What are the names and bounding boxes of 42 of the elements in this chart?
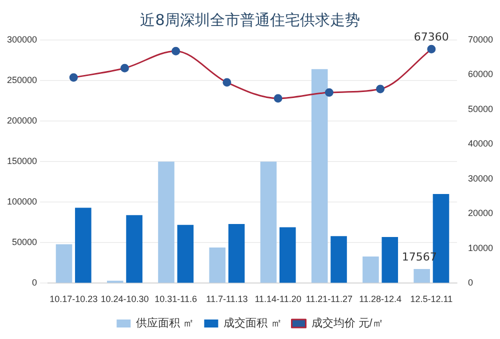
y-tick-label: 250000	[6, 75, 38, 86]
x-tick-label: 11.7-11.13	[206, 294, 248, 304]
y2-tick-label: 20000	[468, 208, 494, 218]
bar	[362, 256, 379, 283]
legend-label: 成交面积 ㎡	[224, 316, 282, 330]
bar	[311, 69, 328, 283]
y2-tick-label: 70000	[468, 34, 494, 44]
legend-label: 供应面积 ㎡	[136, 316, 194, 330]
y2-tick-label: 60000	[468, 69, 494, 80]
bar	[209, 248, 226, 283]
y2-tick-label: 10000	[468, 242, 494, 253]
y2-tick-label: 30000	[468, 173, 494, 184]
y2-tick-label: 50000	[468, 104, 494, 114]
bar	[126, 215, 142, 283]
bar	[280, 227, 296, 283]
chart-title: 近8周深圳全市普通住宅供求走势	[140, 10, 360, 29]
x-tick-label: 12.5-12.11	[410, 294, 453, 304]
x-tick-label: 11.21-11.27	[306, 294, 353, 304]
bar	[330, 236, 347, 283]
bar	[177, 224, 194, 283]
y-tick-label: 50000	[12, 237, 38, 248]
bar	[414, 268, 430, 283]
y2-tick-label: 0	[468, 278, 473, 288]
data-label: 67360	[414, 30, 449, 44]
bar	[158, 162, 174, 283]
bar	[382, 236, 398, 283]
y-tick-label: 150000	[6, 156, 38, 166]
y-tick-label: 100000	[6, 196, 38, 207]
bar	[228, 224, 245, 283]
y-tick-label: 300000	[6, 34, 38, 44]
x-tick-label: 11.14-11.20	[254, 294, 302, 304]
x-tick-label: 11.28-12.4	[359, 294, 402, 304]
y2-tick-label: 40000	[468, 138, 494, 149]
bar	[75, 208, 92, 283]
x-tick-label: 10.24-10.30	[100, 294, 149, 304]
legend-label: 成交均价 元/㎡	[311, 316, 384, 330]
bar	[260, 162, 277, 283]
x-tick-label: 10.31-11.6	[154, 294, 198, 304]
x-tick-label: 10.17-10.23	[50, 294, 98, 304]
bar	[56, 244, 72, 283]
y-tick-label: 0	[32, 278, 38, 288]
y-tick-label: 200000	[6, 116, 38, 126]
